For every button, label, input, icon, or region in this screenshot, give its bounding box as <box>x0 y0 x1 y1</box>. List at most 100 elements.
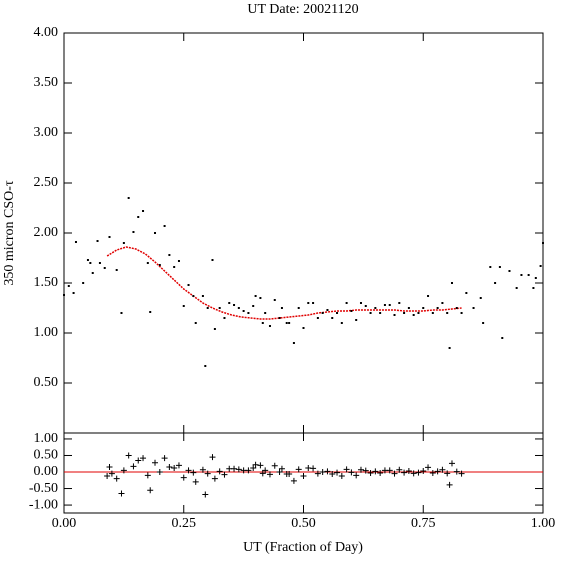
x-tick-label: 0.75 <box>411 516 436 531</box>
residual-point <box>391 470 398 477</box>
residual-point <box>343 466 350 473</box>
residual-point <box>120 467 127 474</box>
data-point <box>340 322 343 324</box>
residual-point <box>386 467 393 474</box>
data-point <box>91 272 94 274</box>
residual-point <box>353 472 360 479</box>
residual-point <box>245 467 252 474</box>
data-point <box>149 311 152 313</box>
data-point <box>494 282 497 284</box>
residual-point <box>434 468 441 475</box>
residual-point <box>171 465 178 472</box>
x-tick-label: 0.00 <box>52 516 77 531</box>
data-point <box>455 307 458 309</box>
residual-point <box>444 470 451 477</box>
data-point <box>247 312 250 314</box>
residual-point <box>362 467 369 474</box>
data-point <box>261 322 264 324</box>
data-point <box>228 302 231 304</box>
y-tick-label: 2.50 <box>34 175 59 190</box>
residual-point <box>458 470 465 477</box>
residual-point <box>286 470 293 477</box>
data-point <box>336 312 339 314</box>
data-point <box>501 337 504 339</box>
data-point <box>252 305 255 307</box>
data-point <box>264 312 267 314</box>
residual-point <box>405 468 412 475</box>
residual-point <box>135 457 142 464</box>
residual-point <box>221 471 228 478</box>
data-point <box>482 322 485 324</box>
residual-point <box>401 469 408 476</box>
residual-point <box>144 472 151 479</box>
data-point <box>312 302 315 304</box>
data-point <box>67 285 70 287</box>
y-tick-label: -0.50 <box>29 481 58 496</box>
data-point <box>98 262 101 264</box>
data-point <box>539 265 542 267</box>
data-point <box>515 287 518 289</box>
data-point <box>542 242 544 244</box>
data-point <box>273 299 276 301</box>
data-point <box>520 274 523 276</box>
data-point <box>158 264 161 266</box>
data-point <box>122 242 125 244</box>
data-point <box>527 274 530 276</box>
residual-point <box>140 455 147 462</box>
residual-point <box>278 465 285 472</box>
data-point <box>168 254 171 256</box>
data-point <box>280 307 283 309</box>
residual-point <box>235 466 242 473</box>
data-point <box>72 292 75 294</box>
residual-point <box>192 478 199 485</box>
data-point <box>292 342 295 344</box>
residual-point <box>453 468 460 475</box>
y-tick-label: 1.00 <box>34 325 59 340</box>
residual-point <box>130 463 137 470</box>
data-point <box>436 307 439 309</box>
residual-point <box>276 469 283 476</box>
data-point <box>446 312 449 314</box>
residual-point <box>396 466 403 473</box>
residual-point <box>420 468 427 475</box>
data-point <box>326 309 329 311</box>
residual-point <box>185 467 192 474</box>
residual-point <box>295 466 302 473</box>
data-point <box>403 312 406 314</box>
data-point <box>532 287 535 289</box>
data-point <box>177 260 180 262</box>
data-point <box>211 259 214 261</box>
residual-point <box>310 465 317 472</box>
residual-point <box>266 471 273 478</box>
data-point <box>534 277 537 279</box>
residual-point <box>262 467 269 474</box>
data-point <box>82 282 85 284</box>
data-point <box>108 236 111 238</box>
y-tick-label: 0.50 <box>34 375 59 390</box>
data-point <box>388 304 391 306</box>
data-point <box>259 297 262 299</box>
data-point <box>146 262 149 264</box>
data-point <box>218 307 221 309</box>
data-point <box>383 304 386 306</box>
data-point <box>417 312 420 314</box>
data-point <box>427 295 430 297</box>
data-point <box>379 312 382 314</box>
residual-point <box>108 470 115 477</box>
data-point <box>479 297 482 299</box>
data-point <box>127 197 130 199</box>
data-point <box>350 310 353 312</box>
x-tick-label: 0.50 <box>291 516 316 531</box>
y-tick-label: 3.00 <box>34 125 59 140</box>
residual-point <box>118 490 125 497</box>
chart-title: UT Date: 20021120 <box>247 2 358 17</box>
residual-point <box>429 470 436 476</box>
data-point <box>307 302 310 304</box>
data-point <box>63 294 65 296</box>
residual-point <box>152 459 159 466</box>
y-tick-label: 2.00 <box>34 225 59 240</box>
x-tick-label: 1.00 <box>531 516 556 531</box>
fit-line <box>106 246 462 320</box>
residual-point <box>104 472 111 479</box>
data-point <box>288 322 291 324</box>
